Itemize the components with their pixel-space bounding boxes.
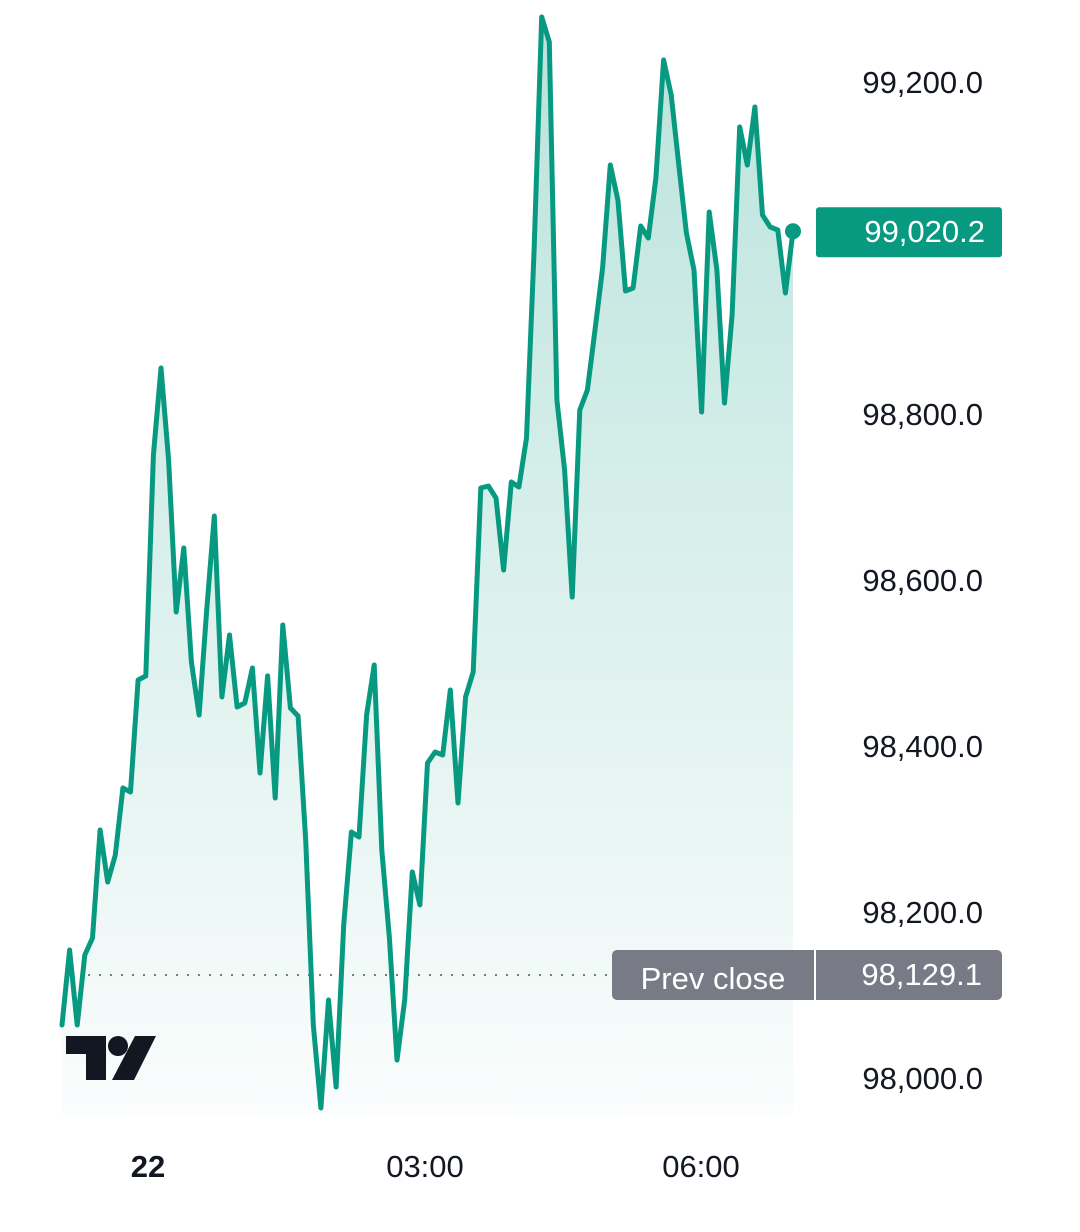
y-tick-label: 99,200.0 xyxy=(862,65,983,100)
last-price-label: 99,020.2 xyxy=(864,214,985,249)
y-tick-label: 98,600.0 xyxy=(862,563,983,598)
y-tick-label: 98,000.0 xyxy=(862,1061,983,1096)
x-tick-label: 03:00 xyxy=(386,1149,464,1184)
x-axis: 22 03:00 06:00 xyxy=(131,1149,740,1184)
prev-close-value: 98,129.1 xyxy=(861,957,982,992)
y-tick-label: 98,400.0 xyxy=(862,729,983,764)
last-price-badge: 99,020.2 xyxy=(816,207,1002,258)
y-tick-label: 98,800.0 xyxy=(862,397,983,432)
prev-close-badge: Prev close 98,129.1 xyxy=(612,950,1002,1000)
price-line xyxy=(59,14,796,1111)
y-axis: 98,000.0 98,200.0 98,400.0 98,600.0 98,800.0… xyxy=(862,65,983,1096)
x-tick-label: 06:00 xyxy=(662,1149,740,1184)
tradingview-logo-icon[interactable] xyxy=(66,1036,156,1080)
last-price-dot xyxy=(785,223,801,240)
prev-close-name: Prev close xyxy=(641,961,786,996)
price-area-fill xyxy=(62,17,793,1115)
y-tick-label: 98,200.0 xyxy=(862,895,983,930)
x-tick-label: 22 xyxy=(131,1149,165,1184)
